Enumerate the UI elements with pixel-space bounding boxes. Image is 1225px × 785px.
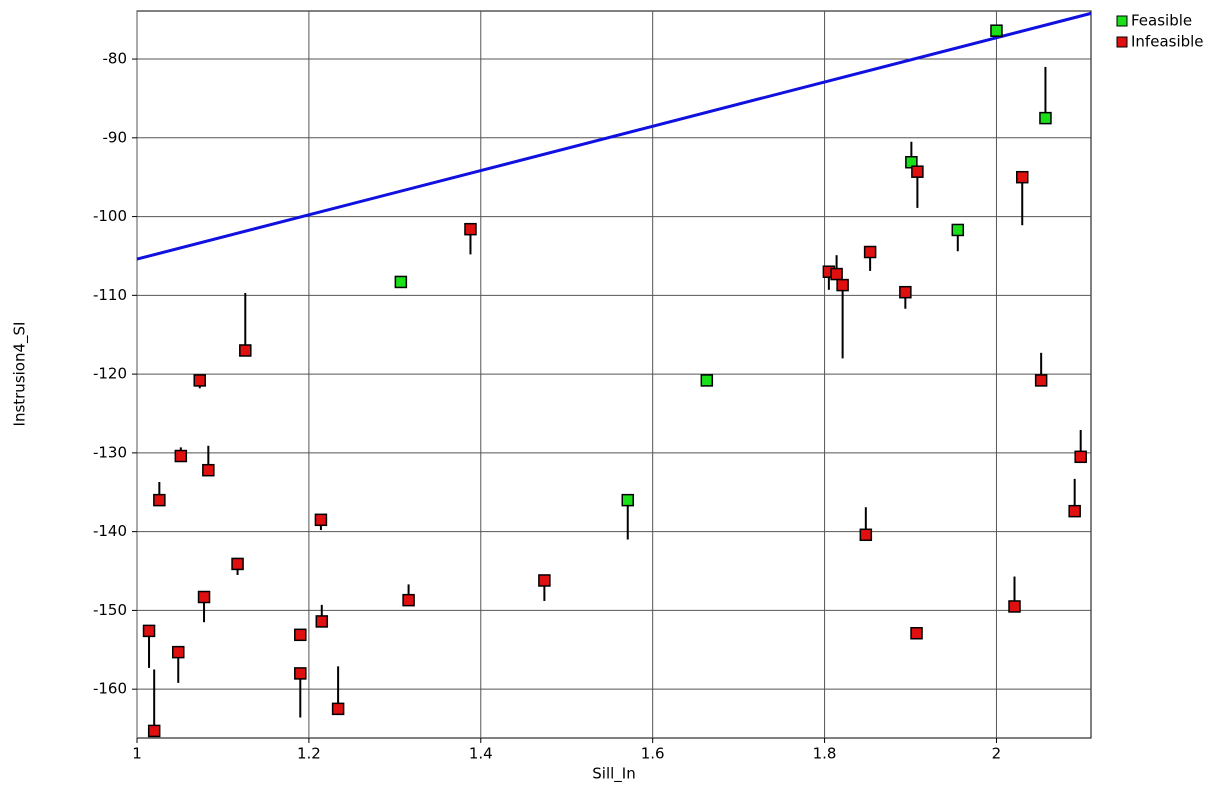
point bbox=[147, 724, 161, 738]
point bbox=[1074, 450, 1087, 464]
point bbox=[239, 344, 252, 357]
point bbox=[1068, 504, 1081, 518]
y-tick-label: -80 bbox=[103, 50, 128, 68]
y-tick-label: -150 bbox=[93, 601, 127, 619]
point bbox=[990, 24, 1003, 37]
point bbox=[193, 374, 206, 387]
point bbox=[402, 593, 415, 607]
x-tick-label: 2 bbox=[992, 745, 1002, 763]
x-tick-label: 1.6 bbox=[641, 745, 665, 763]
fit-line bbox=[136, 11, 1092, 261]
point bbox=[700, 374, 714, 387]
point bbox=[172, 645, 185, 659]
y-tick-label: -90 bbox=[103, 128, 128, 146]
y-tick-label: -160 bbox=[93, 680, 127, 698]
y-tick-label: -110 bbox=[93, 286, 127, 304]
point bbox=[1034, 374, 1048, 387]
point bbox=[910, 626, 923, 640]
point bbox=[315, 615, 329, 628]
y-tick-label: -100 bbox=[93, 207, 127, 225]
point bbox=[836, 278, 849, 292]
y-tick-label: -140 bbox=[93, 522, 127, 540]
point bbox=[859, 528, 873, 542]
point bbox=[153, 493, 166, 507]
legend-swatch bbox=[1116, 15, 1128, 27]
y-axis-title: Instrusion4_SI bbox=[11, 322, 30, 427]
x-tick-label: 1 bbox=[132, 745, 142, 763]
point bbox=[197, 590, 211, 604]
point bbox=[202, 463, 215, 477]
point bbox=[951, 223, 965, 237]
legend-label: Infeasible bbox=[1131, 33, 1204, 51]
x-tick-label: 1.2 bbox=[297, 745, 321, 763]
point bbox=[464, 222, 477, 236]
point bbox=[899, 285, 912, 299]
point bbox=[538, 574, 551, 587]
point bbox=[174, 449, 188, 463]
legend-label: Feasible bbox=[1131, 12, 1192, 30]
point bbox=[1008, 600, 1021, 613]
point bbox=[830, 267, 843, 281]
point bbox=[863, 245, 877, 259]
legend-swatch bbox=[1116, 36, 1128, 48]
point bbox=[394, 275, 408, 289]
x-axis-title: Sill_In bbox=[592, 765, 635, 784]
point bbox=[142, 624, 156, 638]
y-tick-label: -120 bbox=[93, 365, 127, 383]
point bbox=[911, 165, 924, 178]
point bbox=[1039, 111, 1052, 125]
x-tick-label: 1.8 bbox=[813, 745, 837, 763]
point bbox=[331, 702, 345, 716]
point bbox=[231, 557, 244, 571]
point bbox=[294, 667, 307, 680]
point bbox=[314, 513, 328, 527]
point bbox=[1015, 170, 1029, 184]
y-tick-label: -130 bbox=[93, 443, 127, 461]
point bbox=[621, 493, 635, 507]
point bbox=[294, 628, 307, 642]
x-tick-label: 1.4 bbox=[469, 745, 493, 763]
